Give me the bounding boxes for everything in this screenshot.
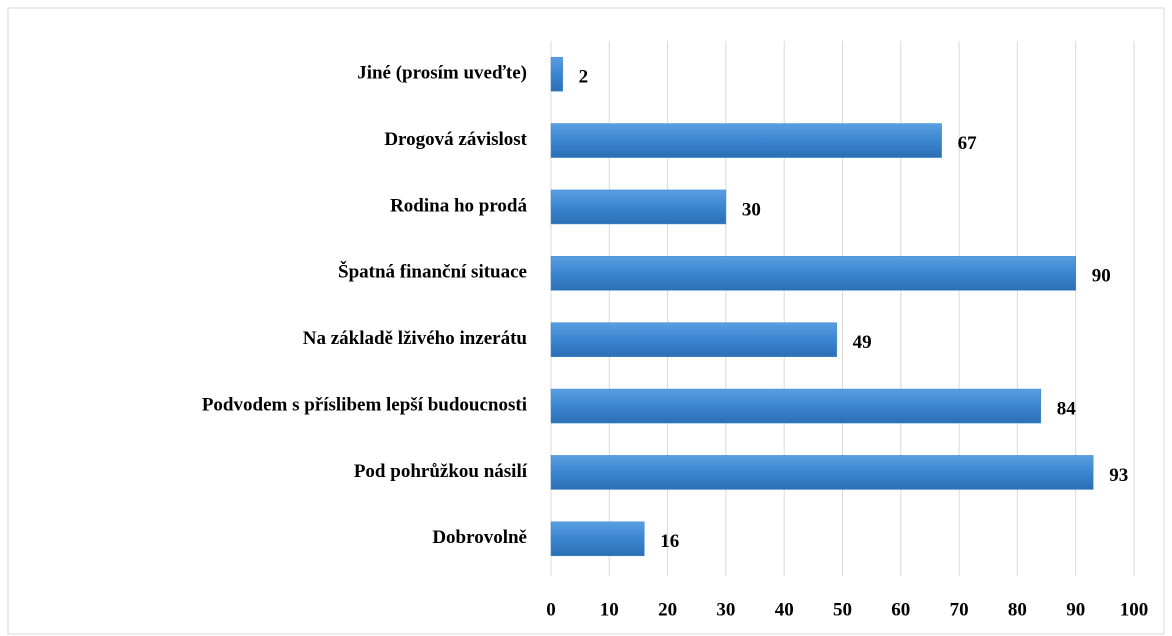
data-label: 67 — [958, 133, 978, 154]
x-tick-label: 30 — [716, 599, 735, 620]
y-tick-label: Rodina ho prodá — [390, 195, 527, 216]
y-tick-label: Jiné (prosím uveďte) — [357, 63, 527, 84]
data-label: 49 — [853, 332, 872, 353]
bar — [550, 455, 1094, 490]
x-tick-label: 50 — [833, 599, 852, 620]
bar — [550, 123, 942, 158]
data-label: 84 — [1057, 398, 1077, 419]
x-tick-label: 0 — [546, 599, 556, 620]
data-label: 90 — [1092, 266, 1111, 287]
x-tick-label: 70 — [950, 599, 969, 620]
data-label: 2 — [579, 67, 589, 88]
x-tick-label: 40 — [775, 599, 794, 620]
bar — [550, 322, 837, 357]
x-tick-label: 60 — [891, 599, 910, 620]
x-tick-label: 10 — [600, 599, 619, 620]
y-tick-label: Na základě lživého inzerátu — [303, 328, 528, 349]
y-tick-label: Špatná finanční situace — [338, 261, 527, 283]
data-label: 16 — [660, 531, 679, 552]
data-label: 93 — [1109, 465, 1128, 486]
y-tick-label: Dobrovolně — [432, 527, 527, 548]
x-tick-label: 80 — [1008, 599, 1027, 620]
bar — [550, 388, 1041, 424]
bar — [550, 521, 645, 557]
bar — [550, 189, 727, 225]
y-tick-label: Pod pohrůžkou násilí — [354, 461, 528, 482]
y-tick-label: Drogová závislost — [384, 129, 527, 150]
bar — [550, 56, 563, 92]
x-tick-label: 100 — [1120, 599, 1149, 620]
x-tick-label: 20 — [658, 599, 677, 620]
bar — [550, 256, 1076, 291]
x-tick-label: 90 — [1066, 599, 1085, 620]
data-label: 30 — [742, 199, 761, 220]
y-tick-label: Podvodem s příslibem lepší budoucnosti — [202, 394, 527, 415]
